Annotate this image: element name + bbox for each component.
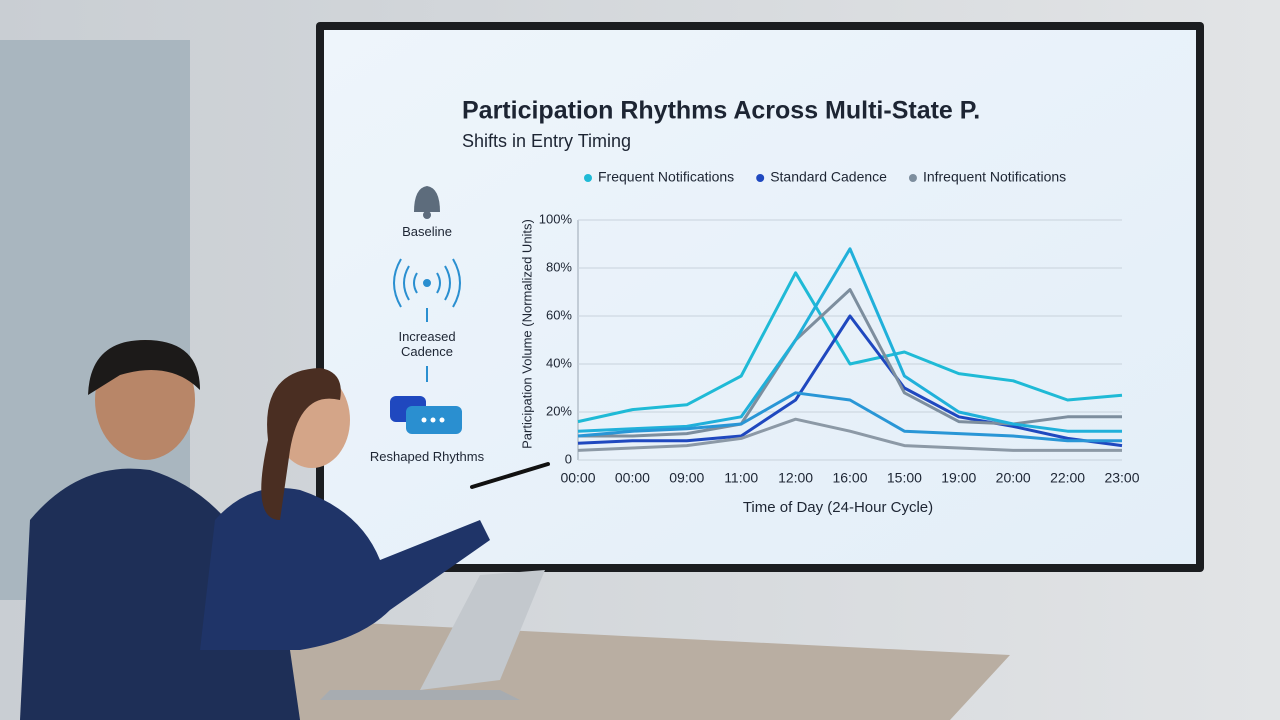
x-axis-label: Time of Day (24-Hour Cycle) xyxy=(743,499,933,516)
x-tick-label: 20:00 xyxy=(996,470,1031,486)
x-tick-label: 09:00 xyxy=(669,470,704,486)
x-tick-label: 00:00 xyxy=(560,470,595,486)
series-line xyxy=(577,391,1122,443)
chart-title: Participation Rhythms Across Multi-State… xyxy=(462,97,980,125)
plot: 0 20% 40% 60% 80% 100% 00:00 00:00 09:00 11:00 12:… xyxy=(539,169,1140,486)
legend-marker xyxy=(756,174,765,182)
series-line xyxy=(577,271,1123,424)
y-tick-label: 0 xyxy=(565,451,572,466)
legend-label: Frequent Notifications xyxy=(598,169,734,185)
chart-subtitle: Shifts in Entry Timing xyxy=(462,131,631,151)
y-tick-label: 60% xyxy=(546,307,572,322)
y-axis-label: Participation Volume (Normalized Units) xyxy=(519,219,534,449)
step-label: Baseline xyxy=(402,224,452,239)
x-tick-label: 15:00 xyxy=(887,470,922,486)
x-tick-label: 23:00 xyxy=(1104,470,1139,486)
x-tick-label: 19:00 xyxy=(941,470,976,486)
y-tick-label: 80% xyxy=(546,259,572,274)
x-tick-label: 11:00 xyxy=(724,470,758,486)
y-tick-label: 100% xyxy=(539,211,573,226)
legend-marker xyxy=(908,174,917,182)
x-tick-label: 16:00 xyxy=(832,470,867,486)
series-line xyxy=(577,314,1123,448)
step-label: Reshaped Rhythms xyxy=(369,449,485,464)
screen-panel xyxy=(324,30,1196,564)
x-tick-label: 12:00 xyxy=(778,470,813,486)
series-line xyxy=(578,288,1122,438)
y-tick-label: 40% xyxy=(546,355,572,370)
signal-icon xyxy=(393,258,461,308)
series-line xyxy=(577,247,1122,433)
person-right xyxy=(200,368,550,650)
bell-icon xyxy=(414,186,440,219)
x-tick-label: 00:00 xyxy=(615,470,650,486)
step-label: Increased Cadence xyxy=(398,329,456,359)
y-tick-label: 20% xyxy=(546,403,572,418)
series-line xyxy=(577,417,1122,452)
chat-icon xyxy=(390,396,462,434)
laptop xyxy=(320,570,545,700)
legend-marker xyxy=(584,174,592,182)
legend-label: Standard Cadence xyxy=(770,169,887,185)
x-tick-label: 22:00 xyxy=(1050,470,1085,486)
legend-label: Infrequent Notifications xyxy=(923,169,1066,185)
